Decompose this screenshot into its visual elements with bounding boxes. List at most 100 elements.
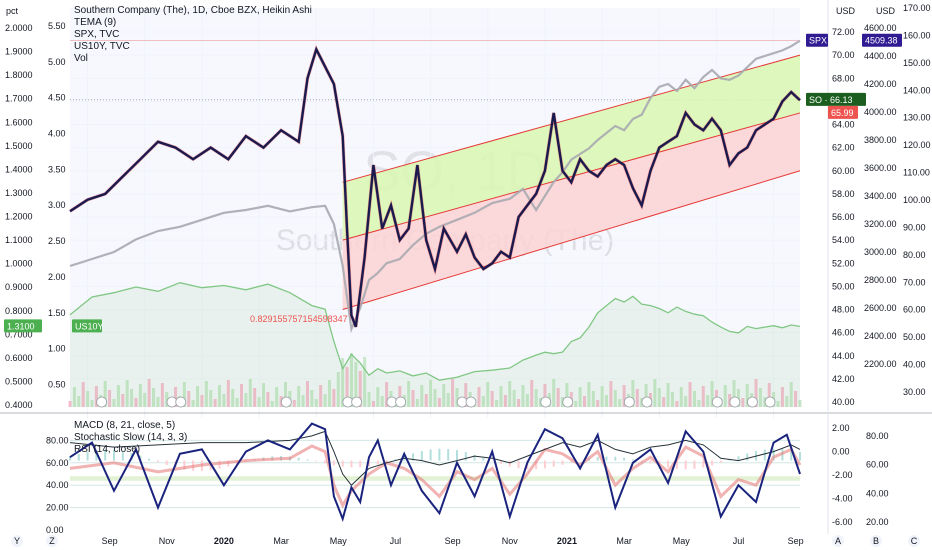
event-marker[interactable] [711, 396, 723, 408]
macd-histogram-bar [728, 459, 731, 461]
so-prev-tag[interactable]: 65.99 [828, 105, 858, 119]
event-marker[interactable] [747, 396, 758, 408]
event-marker-circle [729, 396, 741, 408]
macd-histogram-bar [95, 450, 98, 461]
event-marker[interactable] [540, 396, 552, 408]
macd-tick: -6.00 [832, 517, 853, 527]
volume-bar [358, 371, 362, 407]
axis-corner-label: B [873, 536, 879, 546]
axis-corner-button[interactable]: A [832, 535, 844, 547]
volume-bar [266, 392, 270, 407]
event-marker[interactable] [395, 396, 407, 408]
stoch-d-line[interactable] [69, 444, 802, 509]
oscillator-pane [69, 418, 802, 530]
us10y-area [70, 282, 800, 407]
volume-bar [662, 397, 666, 407]
so-axis-unit: USD [836, 6, 856, 16]
volume-bar [341, 358, 345, 407]
event-marker[interactable] [280, 396, 292, 408]
left-scale-tick: 1.2000 [5, 212, 33, 222]
event-marker[interactable] [175, 396, 187, 408]
volume-bar [600, 386, 604, 407]
volume-bar [442, 384, 446, 407]
volume-bar [552, 379, 556, 407]
axis-corner-button[interactable]: C [908, 535, 920, 547]
volume-bar [380, 396, 384, 407]
volume-bar [376, 387, 380, 407]
legend-macd[interactable]: MACD (8, 21, close, 5) [74, 420, 175, 431]
spx-line[interactable] [69, 39, 801, 334]
macd-tick: 2.00 [832, 423, 850, 433]
volume-bar [204, 381, 208, 407]
left-scale-tick: 2.0000 [5, 23, 33, 33]
volume-bar [125, 380, 129, 407]
stoch-k-line[interactable] [69, 422, 801, 522]
volume-bar [495, 400, 499, 407]
legend-title[interactable]: Southern Company (The), 1D, Cboe BZX, He… [74, 5, 312, 16]
volume-bar [130, 389, 134, 407]
legend-spx[interactable]: SPX, TVC [74, 29, 119, 40]
volume-bar [407, 381, 411, 407]
axis-corner-button[interactable]: B [870, 535, 882, 547]
event-marker[interactable] [623, 396, 635, 408]
volume-bar [477, 387, 481, 407]
volume-bar [613, 390, 617, 407]
legend-tema[interactable]: TEMA (9) [74, 17, 116, 28]
axis-corner-button[interactable]: Y [11, 535, 23, 547]
volume-bar [701, 386, 705, 407]
spx-label-tag-box [806, 33, 828, 47]
spx-label-tag[interactable]: SPX [806, 33, 828, 47]
macd-histogram-bar [631, 459, 634, 461]
macd-histogram-bar [69, 456, 71, 461]
left-scale-tick: 1.6000 [5, 117, 33, 127]
macd-histogram-bar [499, 460, 502, 465]
event-marker[interactable] [641, 396, 653, 408]
volume-bar [213, 399, 217, 407]
so-prev-tag-text: 65.99 [831, 108, 854, 118]
far-right-tick: 150.00 [903, 58, 931, 68]
us10y-label-tag[interactable]: US10Y [72, 319, 104, 333]
so-tick: 58.00 [832, 189, 855, 199]
axis-corner-button[interactable]: Z [46, 535, 58, 547]
macd-line[interactable] [69, 430, 801, 486]
event-marker[interactable] [465, 396, 477, 408]
us10y-line[interactable] [69, 282, 801, 381]
event-marker-circle [96, 396, 107, 408]
rsi-tick: 60.00 [866, 460, 889, 470]
event-marker[interactable] [729, 396, 741, 408]
volume-bar [666, 383, 670, 407]
event-marker[interactable] [96, 396, 107, 408]
us10y-label-tag-text: US10Y [75, 321, 104, 331]
event-marker[interactable] [562, 396, 574, 408]
volume-bar [486, 382, 490, 407]
macd-histogram-bar [649, 460, 652, 464]
us10y-tick: 0.50 [48, 379, 66, 389]
event-marker[interactable] [351, 396, 363, 408]
volume-bar [503, 395, 507, 407]
legend-stoch[interactable]: Stochastic Slow (14, 3, 3) [74, 432, 187, 443]
volume-bar [327, 380, 331, 407]
volume-bar [622, 385, 626, 407]
so-tick: 46.00 [832, 328, 855, 338]
far-right-tick: 100.00 [903, 195, 931, 205]
x-tick-label: 2021 [557, 536, 577, 546]
us10y-value-tag[interactable]: 1.3100 [4, 319, 42, 333]
x-tick-label: Nov [502, 536, 519, 546]
legend-vol[interactable]: Vol [74, 53, 88, 64]
volume-bar [776, 401, 780, 407]
macd-histogram-bar [332, 460, 335, 466]
axis-corner-circle [11, 535, 23, 547]
event-marker[interactable] [764, 396, 776, 408]
macd-histogram-bar [517, 460, 520, 469]
spx-value-tag[interactable]: 4509.38 [862, 33, 902, 47]
legend-us10y[interactable]: US10Y, TVC [74, 41, 130, 52]
volume-bar [292, 400, 296, 407]
tema-line[interactable] [69, 46, 801, 328]
event-marker-circle [280, 396, 292, 408]
macd-histogram-bar [693, 460, 696, 469]
legend-rsi[interactable]: RSI (14, close) [74, 444, 140, 455]
so-value-tag[interactable]: SO · 66.13 [806, 92, 866, 106]
spx-tick: 3400.00 [864, 191, 897, 201]
macd-histogram-bar [394, 459, 397, 461]
